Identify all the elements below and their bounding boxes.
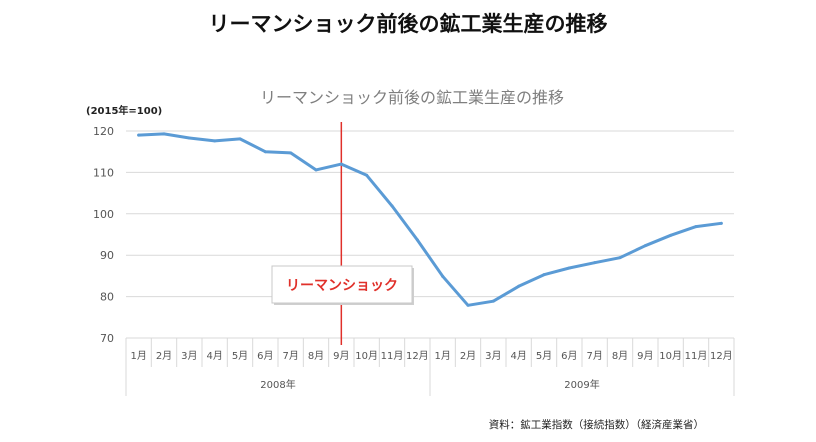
x-tick-label: 2月 (156, 350, 172, 362)
gridlines (126, 130, 734, 339)
y-axis-label: (2015年=100) (86, 104, 162, 117)
x-tick-label: 5月 (536, 350, 552, 362)
data-point (542, 273, 546, 277)
x-tick-label: 10月 (355, 350, 378, 362)
x-axis: 1月 2月 3月 4月 5月 6月 7月 8月 9月 10月 11月 12月 1月 2月 3月 4月 5月 6月 7… (125, 338, 735, 396)
x-tick-label: 10月 (659, 350, 682, 362)
x-tick-label: 1月 (130, 350, 146, 362)
x-tick-label: 12月 (710, 350, 733, 362)
data-point (567, 266, 571, 270)
y-tick-label: 100 (93, 208, 114, 221)
data-point (441, 274, 445, 278)
data-point (618, 256, 622, 260)
data-point (491, 299, 495, 303)
x-tick-label: 6月 (257, 350, 273, 362)
y-tick-label: 120 (93, 125, 114, 138)
x-tick-label: 8月 (612, 350, 628, 362)
page-title: リーマンショック前後の鉱工業生産の推移 (208, 12, 608, 36)
x-tick-label: 11月 (685, 350, 708, 362)
source-note: 資料：鉱工業指数（接続指数）（経済産業省） (488, 419, 704, 431)
y-tick-label: 70 (100, 332, 114, 345)
x-tick-label: 9月 (637, 350, 653, 362)
annotation-box: リーマンショック (271, 265, 414, 305)
chart-title: リーマンショック前後の鉱工業生産の推移 (260, 88, 564, 107)
data-point (263, 150, 267, 154)
x-tick-label: 4月 (206, 350, 222, 362)
x-tick-label: 3月 (181, 350, 197, 362)
data-point (365, 173, 369, 177)
x-tick-label: 3月 (485, 350, 501, 362)
data-point (593, 261, 597, 265)
data-point (238, 137, 242, 141)
x-tick-label: 6月 (561, 350, 577, 362)
data-point (669, 233, 673, 237)
data-point (466, 303, 470, 307)
x-tick-label: 4月 (510, 350, 526, 362)
data-point (517, 284, 521, 288)
y-axis-ticks: 70 80 90 100 110 120 (93, 125, 114, 345)
data-point (390, 204, 394, 208)
data-point (339, 162, 343, 166)
y-tick-label: 80 (100, 291, 114, 304)
y-tick-label: 110 (93, 166, 114, 179)
data-point (719, 221, 723, 225)
data-point (213, 139, 217, 143)
data-point (415, 238, 419, 242)
annotation-box-rect (271, 265, 413, 304)
data-point (187, 136, 191, 140)
series-points (137, 132, 723, 307)
data-point (289, 151, 293, 155)
x-tick-label: 12月 (406, 350, 429, 362)
year-label: 2008年 (260, 378, 295, 391)
annotation-label: リーマンショック (286, 278, 398, 294)
x-tick-label: 8月 (308, 350, 324, 362)
series-line (137, 132, 723, 307)
x-tick-label: 11月 (381, 350, 404, 362)
y-tick-label: 90 (100, 249, 114, 262)
x-tick-label: 7月 (282, 350, 298, 362)
data-point (694, 225, 698, 229)
x-tick-label: 9月 (333, 350, 349, 362)
data-point (314, 168, 318, 172)
x-tick-label: 1月 (434, 350, 450, 362)
data-point (643, 244, 647, 248)
data-point (137, 133, 141, 137)
x-tick-label: 7月 (586, 350, 602, 362)
x-tick-label: 5月 (232, 350, 248, 362)
data-point (162, 132, 166, 136)
year-label: 2009年 (564, 378, 599, 391)
x-tick-label: 2月 (460, 350, 476, 362)
